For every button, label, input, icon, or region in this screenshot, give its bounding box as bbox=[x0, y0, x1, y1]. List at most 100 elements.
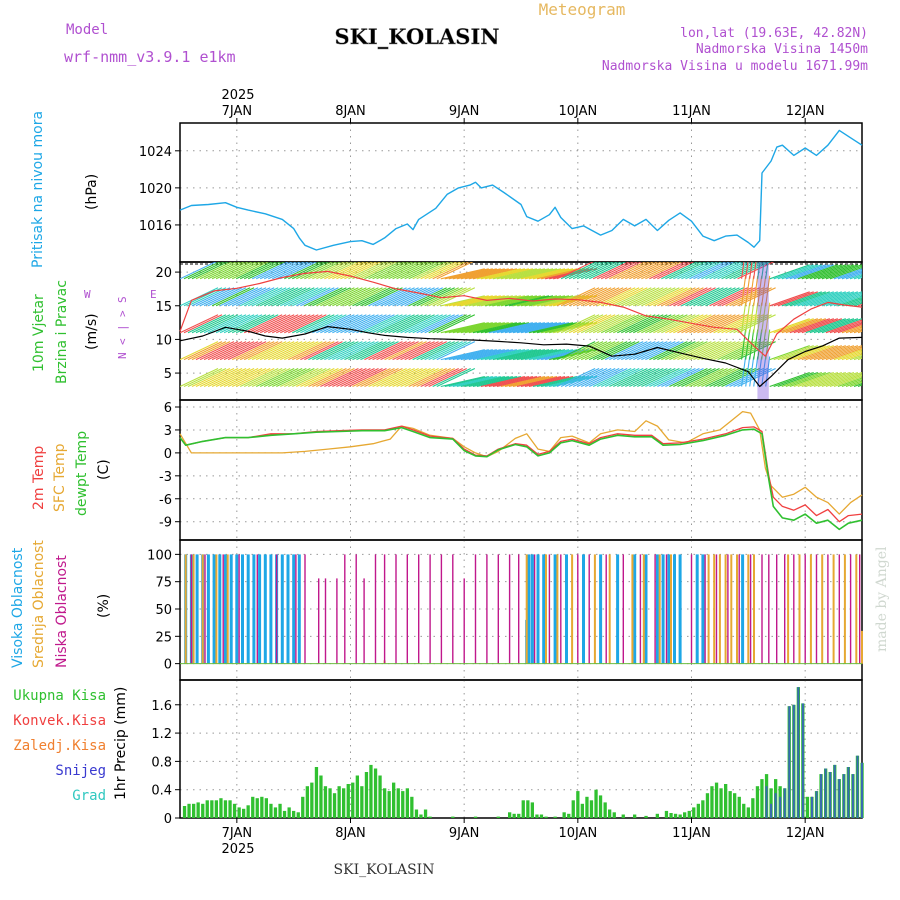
wind-barb bbox=[272, 262, 310, 280]
precip-total-bar bbox=[214, 800, 218, 818]
wind-barb bbox=[604, 314, 644, 334]
wind-barb bbox=[761, 329, 767, 360]
cloud-high-bar bbox=[661, 554, 665, 664]
wind-barb bbox=[296, 368, 335, 387]
precip-snow-bar bbox=[861, 762, 863, 818]
wind-barb bbox=[653, 262, 691, 280]
wind-barb bbox=[717, 262, 755, 280]
temperature-ytick-label: -9 bbox=[159, 516, 172, 531]
wind-barb bbox=[797, 264, 838, 280]
wind-barb bbox=[420, 341, 459, 361]
wind-barb bbox=[312, 262, 350, 280]
wind-barb bbox=[669, 314, 708, 334]
wind-barb bbox=[180, 314, 219, 334]
wind-barb bbox=[340, 314, 379, 334]
wind-barb bbox=[424, 341, 463, 361]
wind-barb bbox=[196, 237, 234, 255]
wind-barb bbox=[729, 262, 767, 280]
wind-barb bbox=[239, 314, 279, 334]
precip-snow-bar bbox=[788, 706, 791, 818]
wind-barb bbox=[404, 341, 443, 361]
wind-barb bbox=[621, 287, 660, 307]
wind-barb bbox=[384, 262, 422, 280]
wind-barb bbox=[600, 262, 638, 280]
wind-label-1: 10m Vjetar bbox=[31, 294, 47, 372]
wind-barb bbox=[825, 319, 862, 334]
wind-barb bbox=[645, 368, 684, 387]
precip-total-bar bbox=[612, 812, 616, 818]
wind-direction-key: W E N < | > S bbox=[84, 288, 157, 359]
wind-barb bbox=[673, 287, 712, 307]
bottom-axis-day: 12JAN bbox=[786, 826, 825, 841]
wind-ytick-label: 15 bbox=[155, 300, 172, 315]
wind-barb bbox=[436, 262, 474, 280]
wind-barb bbox=[215, 341, 255, 361]
wind-barb bbox=[741, 356, 747, 387]
wind-barb bbox=[753, 302, 759, 333]
wind-barb bbox=[568, 314, 608, 334]
wind-barb bbox=[243, 287, 283, 307]
precip-legend-item: Ukupna Kisa bbox=[13, 688, 106, 704]
wind-barb bbox=[207, 341, 247, 361]
precip-total-bar bbox=[223, 800, 228, 818]
precip-total-bar bbox=[567, 813, 571, 818]
wind-barb bbox=[524, 322, 570, 334]
wind-barb bbox=[304, 314, 343, 334]
wind-barb bbox=[817, 264, 859, 280]
precip-total-bar bbox=[517, 813, 521, 818]
wind-barb bbox=[560, 262, 598, 280]
wind-barb bbox=[404, 314, 443, 334]
wind-barb bbox=[215, 368, 255, 387]
wind-barb bbox=[263, 287, 303, 307]
wind-barb bbox=[356, 368, 395, 387]
wind-barb bbox=[316, 262, 354, 280]
wind-barb bbox=[689, 314, 728, 334]
wind-barb bbox=[304, 287, 343, 307]
cloud-low-bar bbox=[304, 554, 306, 664]
wind-barb bbox=[468, 375, 513, 388]
cloud-low-bar bbox=[324, 578, 327, 664]
wind-barb bbox=[637, 237, 675, 255]
wind-barb bbox=[441, 245, 485, 255]
wind-barb bbox=[528, 375, 574, 388]
wind-barb bbox=[592, 314, 632, 334]
wind-barb bbox=[813, 264, 855, 280]
wind-barb bbox=[308, 287, 347, 307]
wind-barb bbox=[465, 245, 509, 255]
wind-barb bbox=[637, 262, 675, 280]
wind-barb bbox=[849, 274, 862, 280]
wind-barb bbox=[528, 349, 574, 361]
precip-total-bar bbox=[701, 800, 705, 818]
wind-barb bbox=[757, 329, 763, 360]
wind-barb bbox=[737, 287, 776, 307]
wind-barb bbox=[364, 262, 402, 280]
precip-total-bar bbox=[562, 812, 566, 818]
wind-barb bbox=[576, 314, 616, 334]
wind-barb bbox=[725, 287, 764, 307]
wind-barb bbox=[500, 268, 546, 280]
cloud-low-bar bbox=[463, 578, 465, 664]
precip-total-bar bbox=[319, 775, 323, 818]
precip-total-bar bbox=[396, 788, 400, 818]
precip-total-bar bbox=[714, 782, 719, 818]
wind-barb bbox=[596, 341, 636, 361]
wind-barb bbox=[568, 262, 606, 280]
wind-barb bbox=[304, 368, 343, 387]
wind-barb bbox=[183, 314, 223, 334]
wind-barb bbox=[496, 349, 542, 361]
wind-barb bbox=[568, 368, 608, 387]
wind-barb bbox=[247, 314, 287, 334]
cloud-high-bar bbox=[644, 554, 648, 664]
wind-barb bbox=[192, 237, 230, 255]
wind-barb bbox=[592, 287, 632, 307]
wind-barb bbox=[813, 291, 855, 307]
cloud-high-label: Visoka Oblacnost bbox=[10, 547, 26, 668]
wind-dir-glyph: > bbox=[116, 310, 129, 317]
wind-barb bbox=[617, 341, 656, 361]
wind-barb bbox=[741, 262, 745, 279]
wind-barb bbox=[653, 314, 692, 334]
wind-barb bbox=[300, 262, 338, 280]
wind-barb bbox=[786, 241, 826, 255]
precip-total-bar bbox=[282, 810, 287, 818]
wind-barb bbox=[713, 368, 752, 387]
